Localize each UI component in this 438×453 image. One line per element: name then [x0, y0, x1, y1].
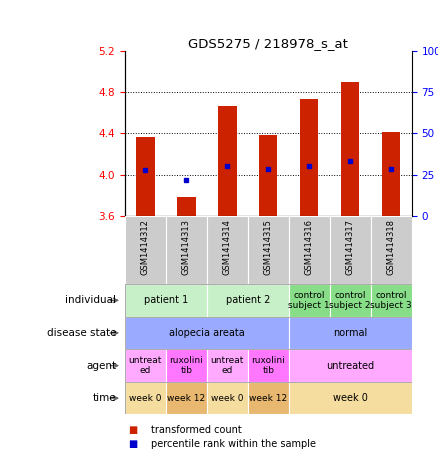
- Bar: [382, 132, 400, 216]
- Bar: [289, 216, 330, 284]
- Bar: [218, 106, 237, 216]
- Text: week 12: week 12: [167, 394, 205, 403]
- Bar: [371, 284, 412, 317]
- Text: GSM1414316: GSM1414316: [305, 220, 314, 275]
- Bar: [248, 349, 289, 382]
- Text: ruxolini
tib: ruxolini tib: [170, 356, 203, 375]
- Bar: [289, 382, 412, 414]
- Text: week 0: week 0: [333, 393, 367, 403]
- Bar: [259, 135, 278, 216]
- Text: untreat
ed: untreat ed: [129, 356, 162, 375]
- Text: ruxolini
tib: ruxolini tib: [251, 356, 285, 375]
- Bar: [125, 382, 166, 414]
- Text: individual: individual: [65, 295, 116, 305]
- Bar: [177, 198, 195, 216]
- Bar: [125, 284, 207, 317]
- Text: GSM1414314: GSM1414314: [223, 220, 232, 275]
- Bar: [289, 317, 412, 349]
- Text: patient 2: patient 2: [226, 295, 270, 305]
- Text: alopecia areata: alopecia areata: [169, 328, 245, 338]
- Bar: [166, 349, 207, 382]
- Text: agent: agent: [86, 361, 116, 371]
- Text: ■: ■: [129, 439, 141, 449]
- Bar: [207, 216, 248, 284]
- Text: control
subject 1: control subject 1: [289, 291, 330, 310]
- Text: percentile rank within the sample: percentile rank within the sample: [151, 439, 316, 449]
- Text: GSM1414318: GSM1414318: [387, 220, 396, 275]
- Bar: [248, 216, 289, 284]
- Text: transformed count: transformed count: [151, 425, 242, 435]
- Text: patient 1: patient 1: [144, 295, 188, 305]
- Text: control
subject 3: control subject 3: [371, 291, 412, 310]
- Text: ■: ■: [129, 425, 141, 435]
- Bar: [166, 216, 207, 284]
- Bar: [371, 216, 412, 284]
- Bar: [330, 284, 371, 317]
- Text: GSM1414317: GSM1414317: [346, 220, 355, 275]
- Bar: [136, 136, 155, 216]
- Bar: [166, 382, 207, 414]
- Bar: [341, 82, 360, 216]
- Text: week 0: week 0: [129, 394, 162, 403]
- Text: control
subject 2: control subject 2: [329, 291, 371, 310]
- Bar: [125, 216, 166, 284]
- Bar: [289, 349, 412, 382]
- Bar: [289, 284, 330, 317]
- Text: untreat
ed: untreat ed: [211, 356, 244, 375]
- Bar: [207, 382, 248, 414]
- Bar: [125, 349, 166, 382]
- Bar: [300, 99, 318, 216]
- Text: normal: normal: [333, 328, 367, 338]
- Text: GSM1414312: GSM1414312: [141, 220, 150, 275]
- Text: week 0: week 0: [211, 394, 244, 403]
- Bar: [125, 317, 289, 349]
- Bar: [330, 216, 371, 284]
- Text: GSM1414313: GSM1414313: [182, 220, 191, 275]
- Text: week 12: week 12: [249, 394, 287, 403]
- Bar: [248, 382, 289, 414]
- Bar: [207, 284, 289, 317]
- Text: untreated: untreated: [326, 361, 374, 371]
- Text: disease state: disease state: [46, 328, 116, 338]
- Text: time: time: [92, 393, 116, 403]
- Bar: [207, 349, 248, 382]
- Text: GSM1414315: GSM1414315: [264, 220, 273, 275]
- Title: GDS5275 / 218978_s_at: GDS5275 / 218978_s_at: [188, 37, 348, 49]
